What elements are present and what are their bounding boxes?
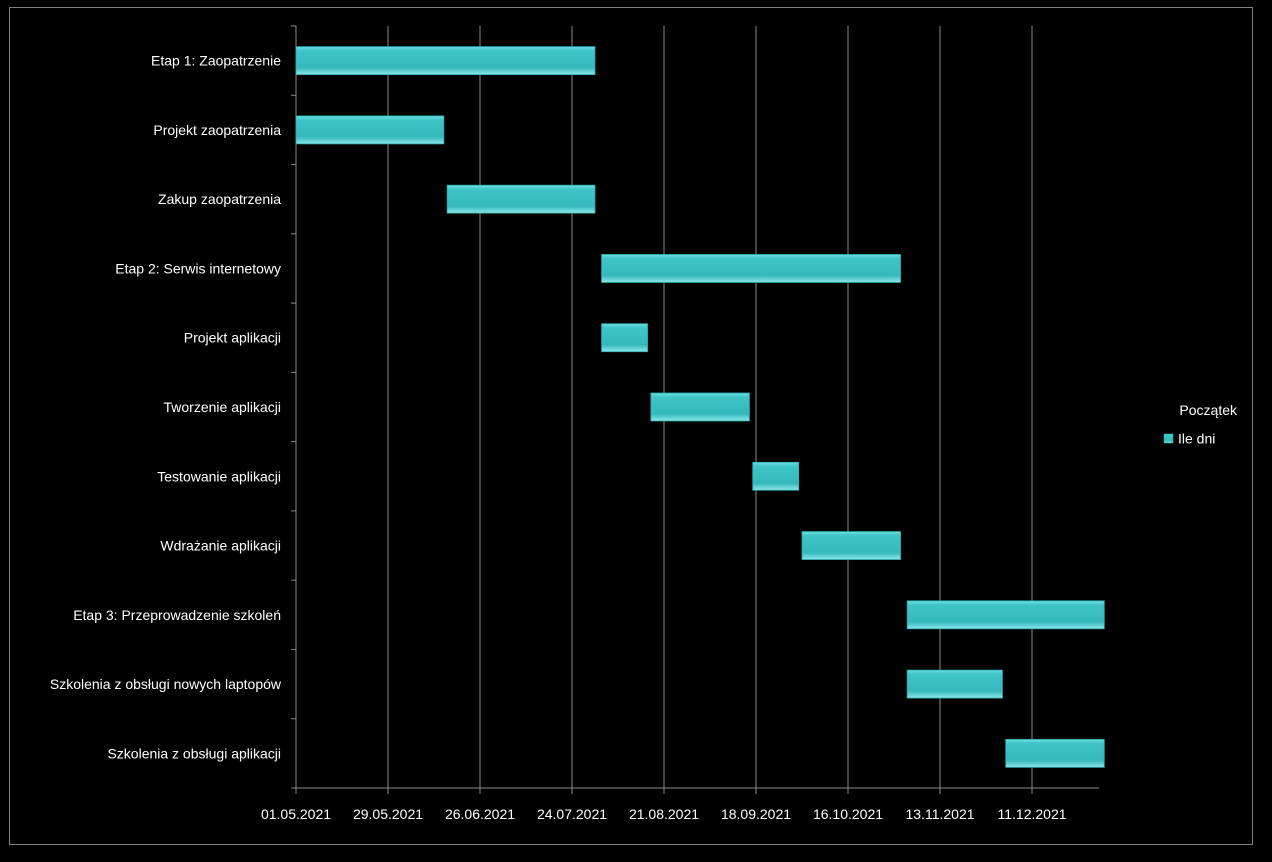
x-tick-label: 18.09.2021 (721, 806, 791, 822)
x-tick-label: 21.08.2021 (629, 806, 699, 822)
x-tick-label: 11.12.2021 (997, 806, 1066, 822)
duration-bar (295, 46, 596, 76)
duration-bar (295, 115, 445, 145)
category-label: Etap 3: Przeprowadzenie szkoleń (73, 607, 281, 623)
x-tick-label: 16.10.2021 (813, 806, 883, 822)
duration-bar (752, 461, 800, 491)
category-label: Etap 1: Zaopatrzenie (151, 53, 281, 69)
legend-entry-start: Początek (1179, 402, 1238, 418)
category-label: Projekt zaopatrzenia (153, 122, 281, 138)
category-label: Szkolenia z obsługi nowych laptopów (50, 676, 282, 692)
x-tick-label: 01.05.2021 (261, 806, 331, 822)
category-label: Wdrażanie aplikacji (160, 538, 281, 554)
category-label: Szkolenia z obsługi aplikacji (107, 745, 281, 761)
category-label: Zakup zaopatrzenia (158, 191, 281, 207)
duration-bar (650, 392, 750, 422)
legend-entry-duration: Ile dni (1178, 431, 1215, 447)
duration-bar (446, 184, 596, 214)
x-tick-label: 24.07.2021 (537, 806, 607, 822)
chart-frame (9, 7, 1253, 845)
duration-bar (906, 669, 1003, 699)
duration-bar (906, 600, 1105, 630)
duration-bar (601, 254, 901, 283)
category-label: Etap 2: Serwis internetowy (115, 260, 281, 276)
duration-bar (1005, 738, 1105, 768)
x-tick-label: 13.11.2021 (905, 806, 974, 822)
category-label: Testowanie aplikacji (157, 468, 281, 484)
legend-swatch (1163, 433, 1174, 444)
duration-bar (801, 531, 901, 560)
duration-bar (601, 323, 648, 353)
x-tick-label: 26.06.2021 (445, 806, 515, 822)
category-label: Tworzenie aplikacji (164, 399, 282, 415)
x-tick-label: 29.05.2021 (353, 806, 423, 822)
category-label: Projekt aplikacji (184, 330, 281, 346)
